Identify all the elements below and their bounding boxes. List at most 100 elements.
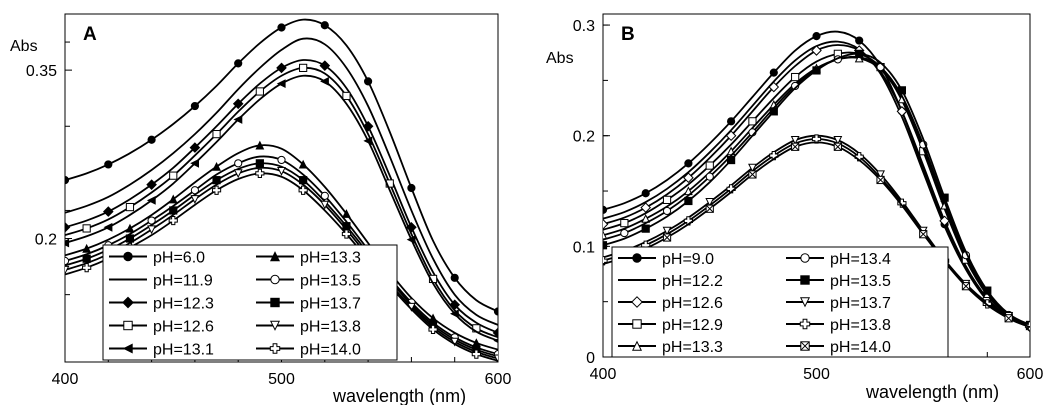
legend-marker: [800, 275, 810, 285]
legend-item: pH=13.4: [786, 251, 891, 268]
legend-label: pH=13.5: [830, 273, 891, 290]
x-tick-label: 600: [485, 371, 512, 388]
legend-box: [611, 246, 949, 358]
data-point: [726, 184, 736, 194]
data-point: [146, 195, 156, 205]
data-point: [876, 175, 885, 185]
data-point: [212, 161, 221, 171]
data-point: [769, 107, 778, 116]
legend-item: pH=14.0: [786, 339, 891, 356]
legend-label: pH=13.4: [830, 251, 891, 268]
data-point: [812, 66, 821, 75]
data-point: [603, 256, 608, 266]
legend-item: pH=12.6: [618, 295, 723, 312]
panel-label: B: [621, 24, 635, 45]
x-tick-label: 400: [52, 371, 79, 388]
data-point: [146, 179, 157, 190]
data-point: [298, 185, 308, 195]
chart-panel-B: 0 0.1 0.2 0.3 400 500 600 Abs wavelength (nm) BpH…: [546, 13, 1043, 402]
data-point: [748, 117, 757, 126]
legend-item: pH=12.3: [109, 296, 214, 313]
data-point: [769, 151, 779, 161]
data-point: [65, 221, 71, 233]
data-point: [363, 136, 373, 146]
y-axis-label: Abs: [546, 50, 574, 67]
data-point: [364, 77, 373, 86]
data-point: [233, 115, 243, 124]
series-line: [603, 51, 1030, 328]
data-point: [277, 167, 286, 176]
legend-marker: [269, 251, 281, 262]
legend-label: pH=6.0: [153, 250, 205, 267]
data-point: [603, 205, 608, 214]
data-point: [662, 226, 672, 236]
data-point: [1004, 314, 1013, 323]
legend-label: pH=13.3: [300, 250, 361, 267]
data-point: [919, 230, 928, 239]
data-point: [727, 155, 736, 165]
legend-item: pH=13.8: [256, 319, 361, 336]
data-point: [683, 216, 693, 226]
data-point: [683, 172, 694, 184]
legend-label: pH=14.0: [830, 339, 891, 356]
data-point: [791, 142, 800, 151]
legend-marker: [631, 340, 643, 351]
legend-marker: [270, 274, 280, 285]
data-point: [168, 194, 178, 204]
legend-label: pH=13.7: [300, 296, 361, 313]
data-point: [342, 91, 351, 101]
data-point: [603, 230, 608, 240]
legend-label: pH=12.9: [662, 317, 723, 334]
data-point: [319, 60, 331, 71]
data-point: [168, 215, 178, 226]
data-point: [662, 195, 672, 204]
data-point: [603, 218, 609, 230]
data-point: [212, 130, 221, 139]
data-point: [450, 273, 459, 282]
data-point: [277, 23, 286, 32]
legend-marker: [269, 343, 281, 354]
data-point: [82, 263, 92, 273]
legend-marker: [799, 297, 811, 308]
data-point: [897, 86, 906, 95]
data-point: [299, 63, 308, 72]
x-tick-label: 400: [590, 366, 617, 383]
data-point: [940, 193, 949, 202]
data-point: [705, 172, 714, 181]
data-point: [342, 209, 351, 218]
legend-marker: [631, 296, 643, 308]
legend-label: pH=13.8: [300, 319, 361, 336]
data-point: [684, 196, 693, 206]
data-point-cross: [961, 282, 970, 291]
data-point: [276, 79, 286, 89]
legend-label: pH=9.0: [662, 251, 714, 268]
data-point: [662, 233, 672, 242]
data-point: [791, 72, 800, 82]
data-point: [812, 32, 821, 41]
series-group: [65, 18, 498, 362]
legend-item: pH=13.7: [256, 296, 361, 313]
data-point-cross: [663, 233, 672, 242]
data-point: [232, 98, 244, 110]
legend-marker: [799, 318, 811, 330]
data-point: [406, 235, 416, 245]
legend-item: pH=12.9: [618, 317, 723, 334]
data-point: [603, 241, 608, 250]
data-point-cross: [919, 230, 928, 239]
data-point: [320, 191, 329, 200]
data-point: [939, 215, 950, 227]
data-point: [790, 136, 800, 145]
data-point: [727, 117, 736, 126]
legend-marker: [270, 297, 280, 308]
series-group: [603, 30, 1030, 333]
data-point: [705, 197, 715, 207]
data-point: [748, 170, 757, 179]
data-point: [662, 206, 672, 216]
legend: pH=9.0 pH=12.2 pH=12.6 pH=12.9 pH=13.3 pH=13.…: [611, 246, 949, 358]
y-axis-label: Abs: [10, 38, 38, 55]
legend-label: pH=12.3: [153, 296, 214, 313]
series-line: [65, 162, 498, 358]
data-point: [961, 282, 971, 291]
